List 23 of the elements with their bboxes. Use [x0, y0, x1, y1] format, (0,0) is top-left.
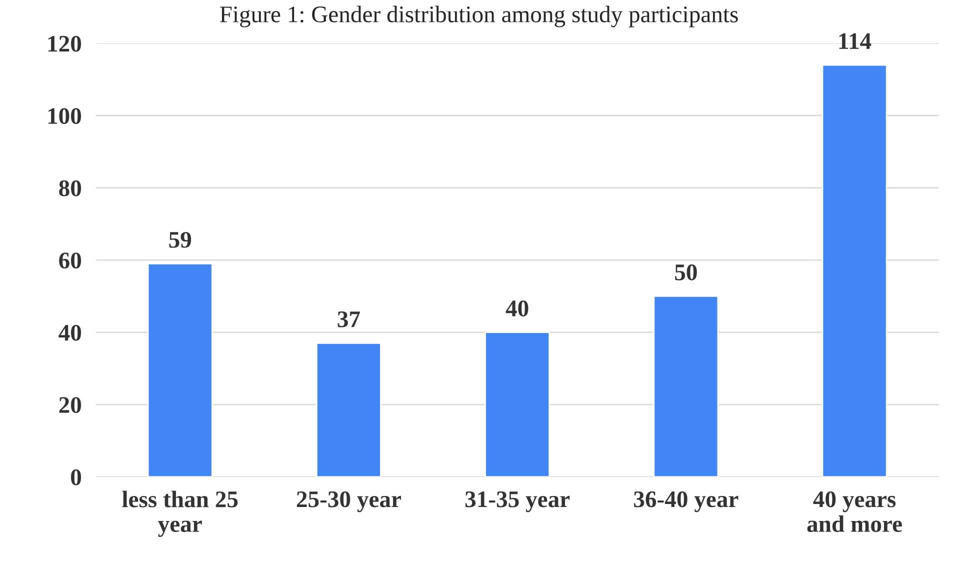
data-label: 37 — [338, 311, 360, 328]
x-tick-label: less than 25 year — [122, 490, 238, 537]
x-tick-label: 31-35 year — [465, 491, 570, 512]
y-tick-label: 120 — [48, 36, 82, 52]
y-tick-label: 80 — [59, 180, 82, 196]
bar — [484, 332, 550, 477]
y-tick-label: 40 — [58, 324, 82, 341]
x-tick-label: 36-40 year — [634, 491, 738, 512]
y-tick-label: 0 — [71, 469, 82, 486]
data-label: 40 — [506, 300, 528, 316]
bar — [147, 263, 213, 477]
bar — [316, 342, 382, 477]
y-tick-label: 20 — [59, 397, 82, 414]
bar — [653, 296, 719, 477]
x-tick-label: 40 years and more — [807, 491, 902, 532]
x-tick-label: 25-30 year — [296, 491, 401, 512]
y-tick-label: 60 — [59, 252, 82, 269]
bar — [822, 64, 888, 477]
data-label: 114 — [839, 33, 872, 49]
y-tick-label: 100 — [48, 108, 82, 124]
chart-title: Figure 1: Gender distribution among study participants — [220, 6, 738, 28]
data-label: 50 — [675, 264, 697, 280]
data-label: 59 — [169, 232, 192, 248]
